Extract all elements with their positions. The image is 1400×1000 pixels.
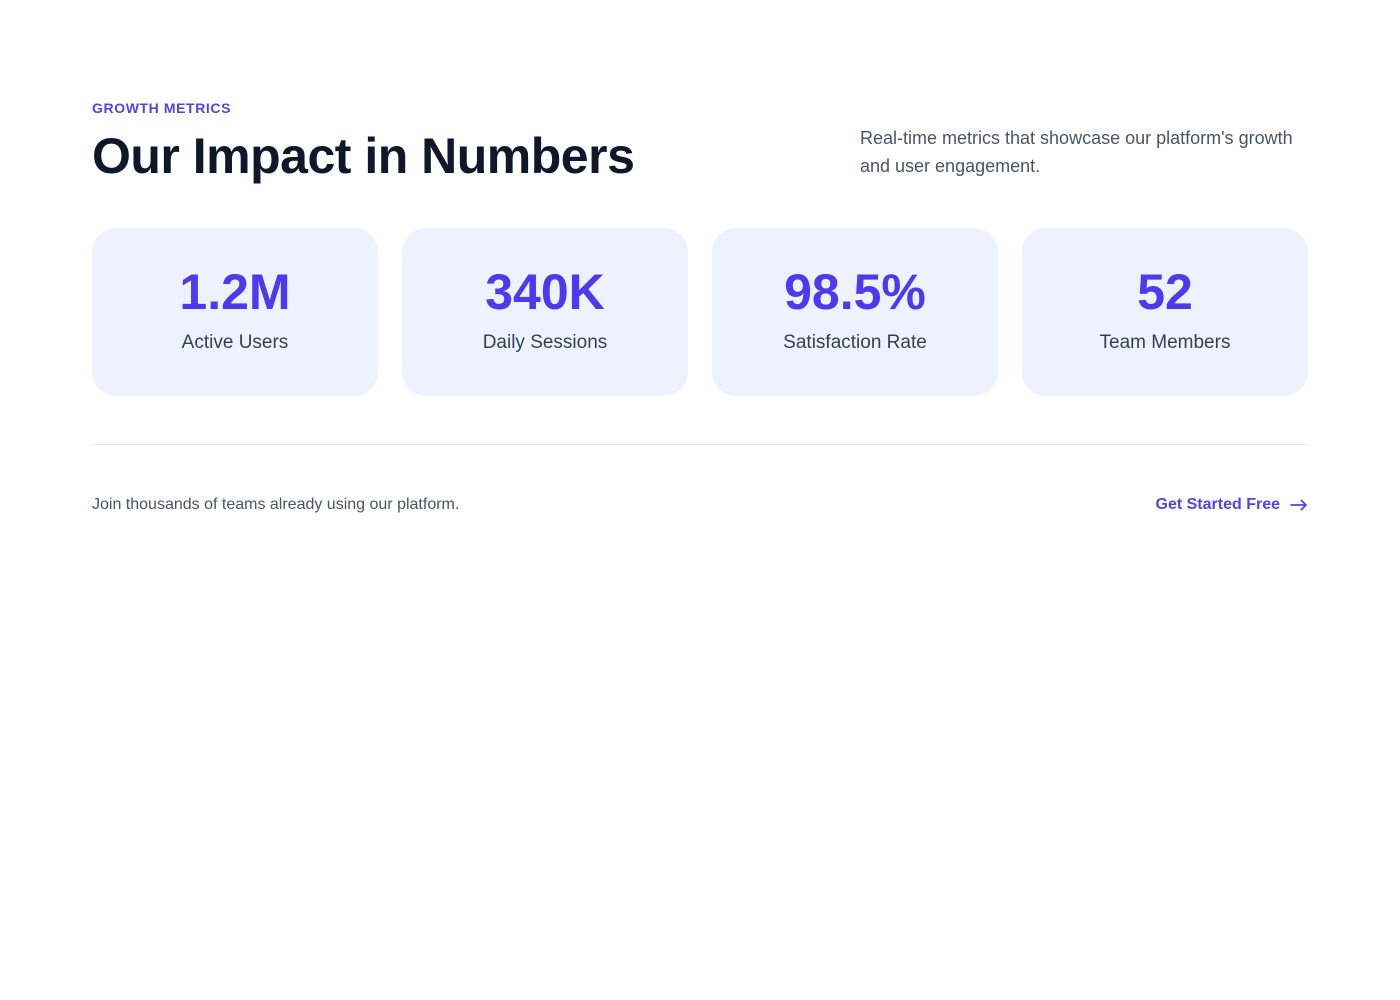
stat-card-active-users: 1.2M Active Users: [92, 228, 378, 396]
arrow-right-icon: [1290, 499, 1308, 511]
stats-grid: 1.2M Active Users 340K Daily Sessions 98…: [92, 228, 1308, 396]
stat-value: 1.2M: [179, 264, 291, 320]
stat-card-team-members: 52 Team Members: [1022, 228, 1308, 396]
stat-value: 340K: [485, 264, 605, 320]
stat-card-daily-sessions: 340K Daily Sessions: [402, 228, 688, 396]
get-started-label: Get Started Free: [1155, 496, 1280, 513]
section-description: Real-time metrics that showcase our plat…: [860, 128, 1293, 176]
stat-card-satisfaction-rate: 98.5% Satisfaction Rate: [712, 228, 998, 396]
get-started-link[interactable]: Get Started Free: [1156, 494, 1308, 516]
stat-label: Team Members: [1099, 332, 1231, 353]
stat-label: Satisfaction Rate: [783, 332, 927, 353]
section-divider: [92, 444, 1308, 445]
page-title: Our Impact in Numbers: [92, 128, 635, 184]
footer-text: Join thousands of teams already using ou…: [92, 496, 460, 513]
stat-value: 98.5%: [784, 264, 926, 320]
section-eyebrow: GROWTH METRICS: [92, 100, 232, 116]
stat-value: 52: [1137, 264, 1193, 320]
stat-label: Daily Sessions: [482, 332, 608, 353]
stat-label: Active Users: [181, 332, 289, 353]
